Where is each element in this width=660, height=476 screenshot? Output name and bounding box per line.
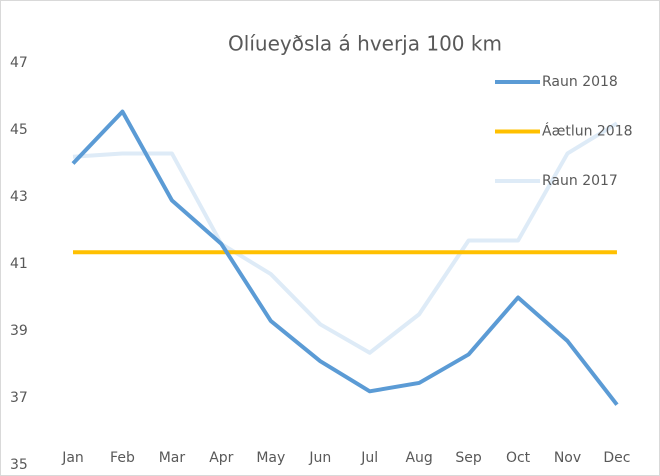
- x-tick-label: Mar: [159, 450, 186, 466]
- chart-title: Olíueyðsla á hverja 100 km: [228, 32, 502, 56]
- legend-label: Raun 2018: [542, 74, 618, 90]
- x-tick-label: Nov: [554, 450, 581, 466]
- legend-label: Áætlun 2018: [542, 123, 633, 140]
- x-tick-label: May: [256, 450, 285, 466]
- x-tick-label: Jan: [61, 450, 84, 466]
- x-tick-label: Aug: [405, 450, 432, 466]
- y-tick-label: 35: [10, 457, 28, 473]
- x-tick-label: Apr: [209, 450, 233, 466]
- y-tick-label: 45: [10, 122, 28, 138]
- y-tick-label: 41: [10, 256, 28, 272]
- y-tick-label: 37: [10, 390, 28, 406]
- x-tick-label: Sep: [455, 450, 482, 466]
- x-tick-label: Feb: [110, 450, 135, 466]
- series-line: [71, 109, 619, 406]
- y-tick-label: 39: [10, 323, 28, 339]
- series-line: [72, 121, 618, 355]
- legend-label: Raun 2017: [542, 173, 618, 189]
- x-tick-label: Oct: [506, 450, 531, 466]
- y-tick-label: 47: [10, 55, 28, 71]
- x-tick-label: Jun: [308, 450, 331, 466]
- x-tick-label: Jul: [360, 450, 378, 466]
- y-tick-label: 43: [10, 189, 28, 205]
- x-tick-label: Dec: [603, 450, 630, 466]
